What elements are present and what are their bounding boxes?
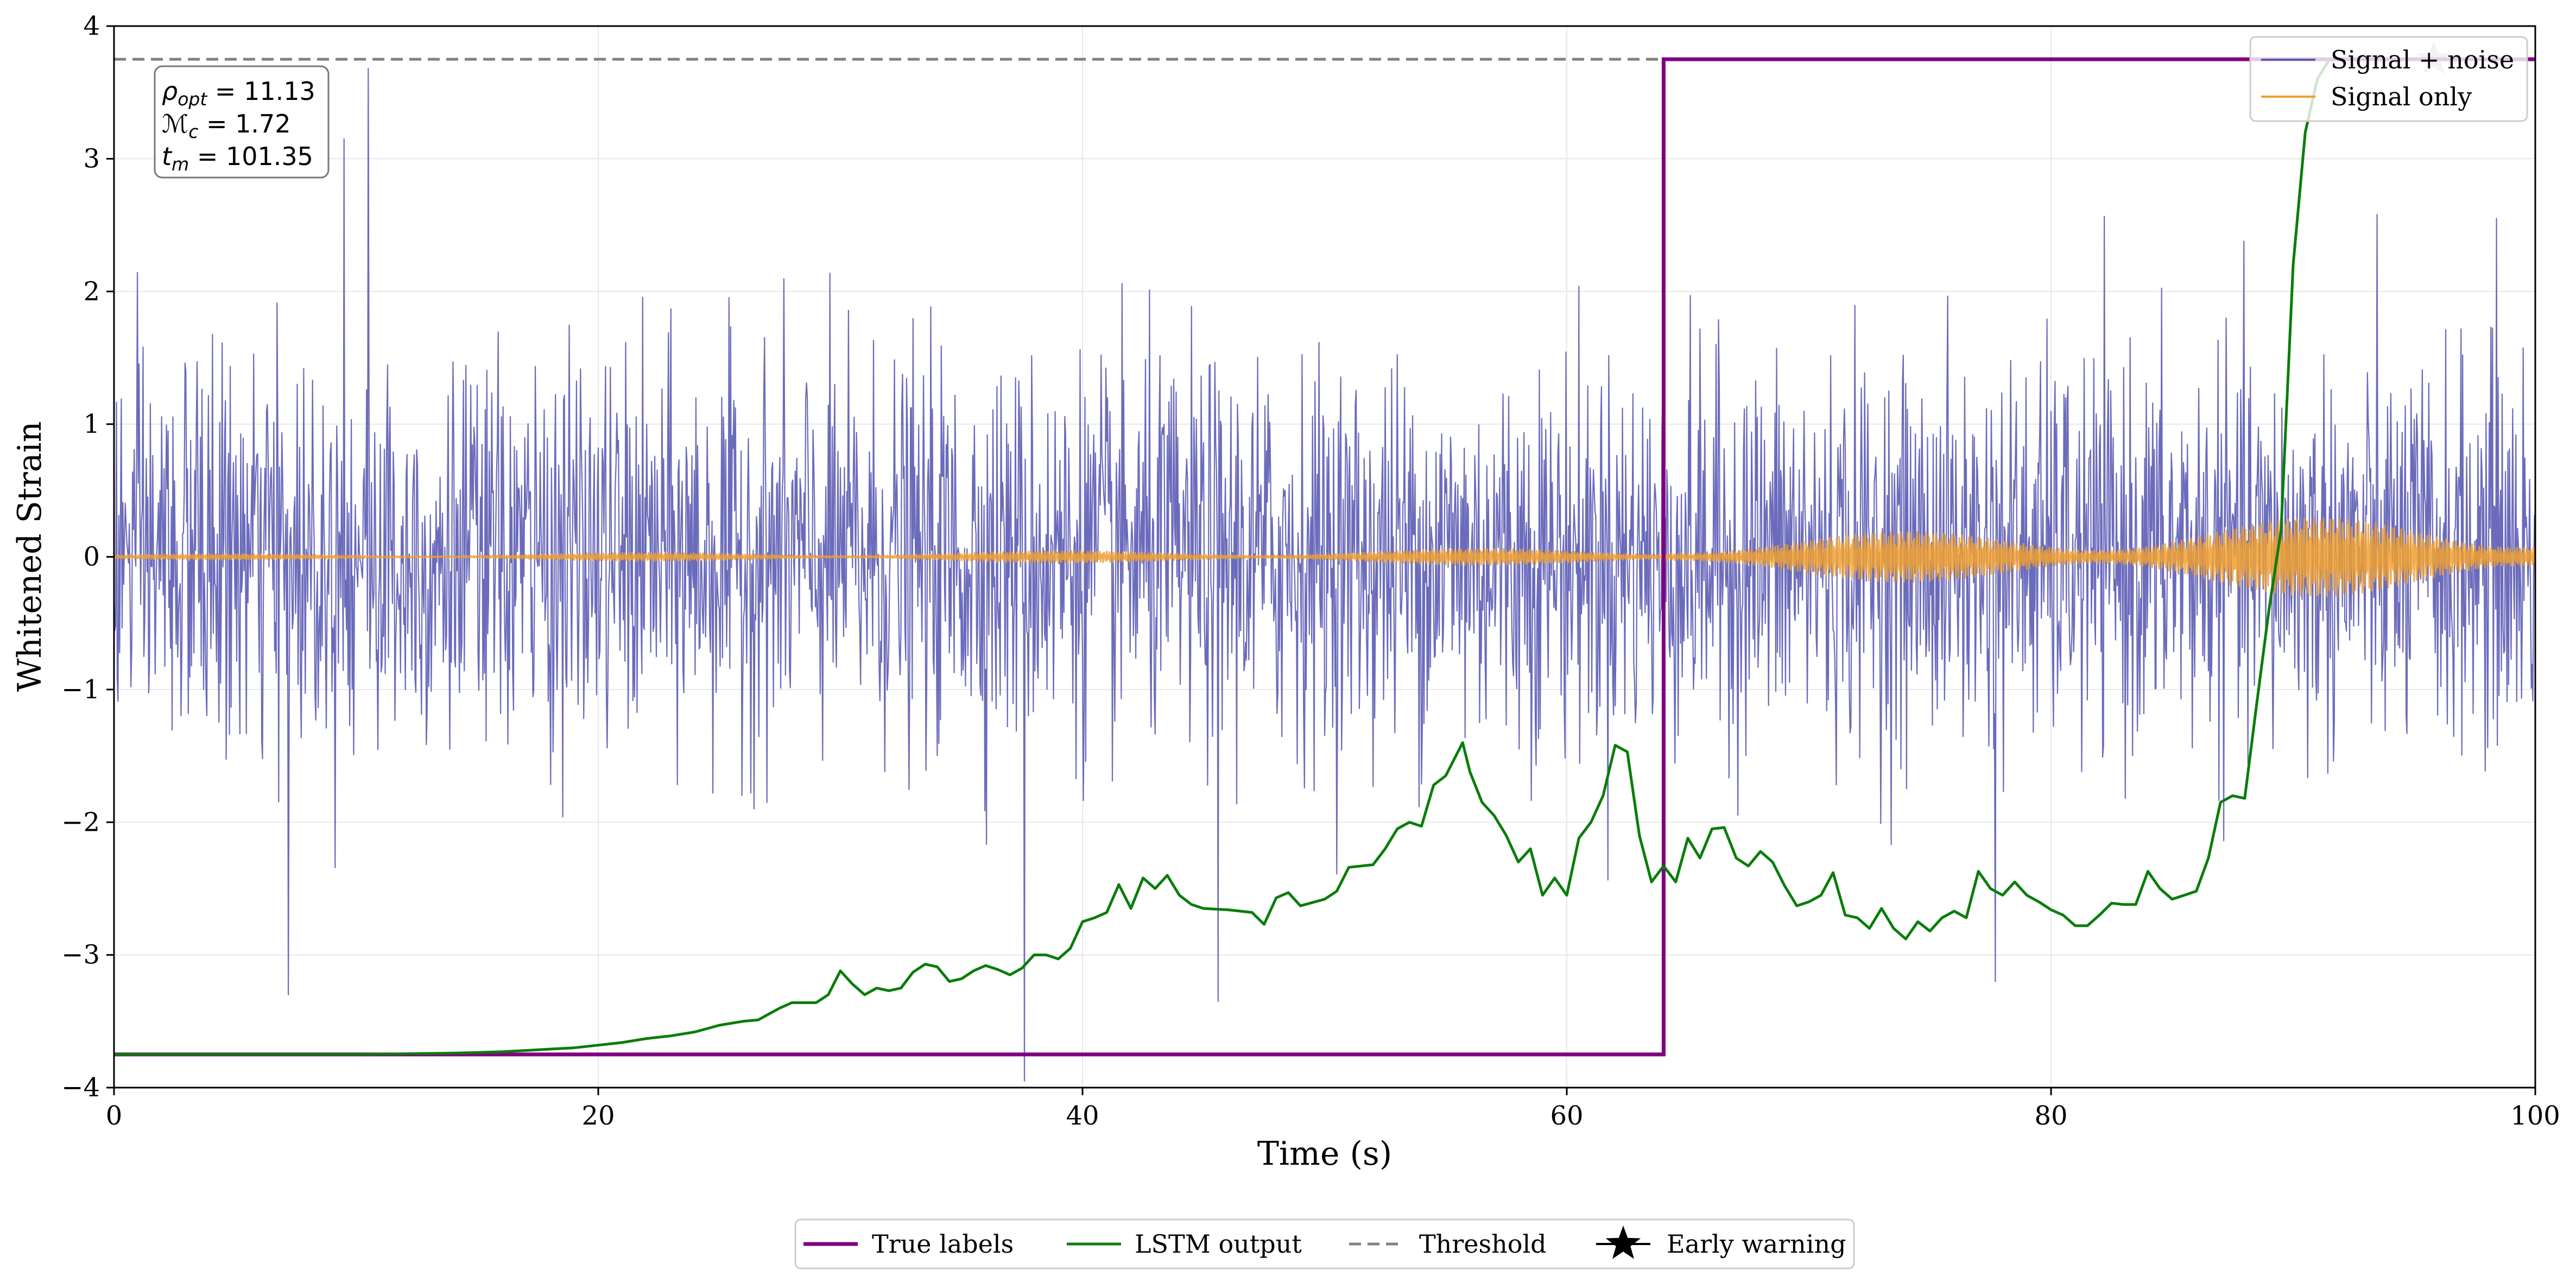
legend-lstm-output-label: LSTM output [1135,1229,1302,1259]
true-labels-line [114,57,2535,1057]
legend-bottom-box [794,1218,1855,1270]
y-tick-label: 0 [83,542,100,572]
signal-noise-line [114,68,2535,1082]
legend-true-labels-label: True labels [872,1229,1014,1259]
x-tick-label: 20 [581,1101,615,1131]
x-tick-label: 40 [1066,1101,1099,1131]
annotation-merger-time: tm = 101.35 [162,142,313,175]
legend-bottom: True labels LSTM output Threshold Early … [794,1218,1855,1270]
x-axis: 0 20 40 60 80 100 [106,1088,2560,1131]
legend-early-warning-label: Early warning [1667,1229,1846,1259]
y-tick-label: 4 [83,11,100,41]
signal-only-line [114,516,2535,597]
y-tick-label: 2 [83,276,100,307]
lstm-output-line [114,58,2331,1056]
legend-threshold-label: Threshold [1419,1229,1547,1259]
legend-top-right: Signal + noise Signal only [2249,36,2528,122]
x-tick-label: 100 [2510,1101,2560,1131]
annotation-rho-opt: ρopt = 11.13 [162,77,315,110]
x-axis-label: Time (s) [1257,1135,1392,1173]
y-tick-label: −1 [61,674,100,705]
x-tick-label: 0 [106,1101,123,1131]
annotation-chirp-mass: ℳc = 1.72 [162,109,291,142]
annotation-box [154,65,330,179]
legend-signal-noise-label: Signal + noise [2331,45,2514,74]
x-tick-label: 80 [2034,1101,2067,1131]
legend-top-right-box [2249,36,2528,122]
y-tick-label: −4 [61,1072,100,1103]
x-tick-label: 60 [1550,1101,1583,1131]
y-tick-label: 3 [83,143,100,174]
y-axis-label: Whitened Strain [11,421,49,692]
parameter-annotation: ρopt = 11.13 ℳc = 1.72 tm = 101.35 [154,65,330,179]
legend-signal-only-label: Signal only [2331,82,2472,111]
legend-early-warning-marker [1605,1226,1641,1259]
y-tick-label: −3 [61,940,100,970]
y-tick-label: 1 [83,409,100,439]
y-axis: −4 −3 −2 −1 0 1 2 3 4 [61,11,114,1103]
y-tick-label: −2 [61,807,100,837]
